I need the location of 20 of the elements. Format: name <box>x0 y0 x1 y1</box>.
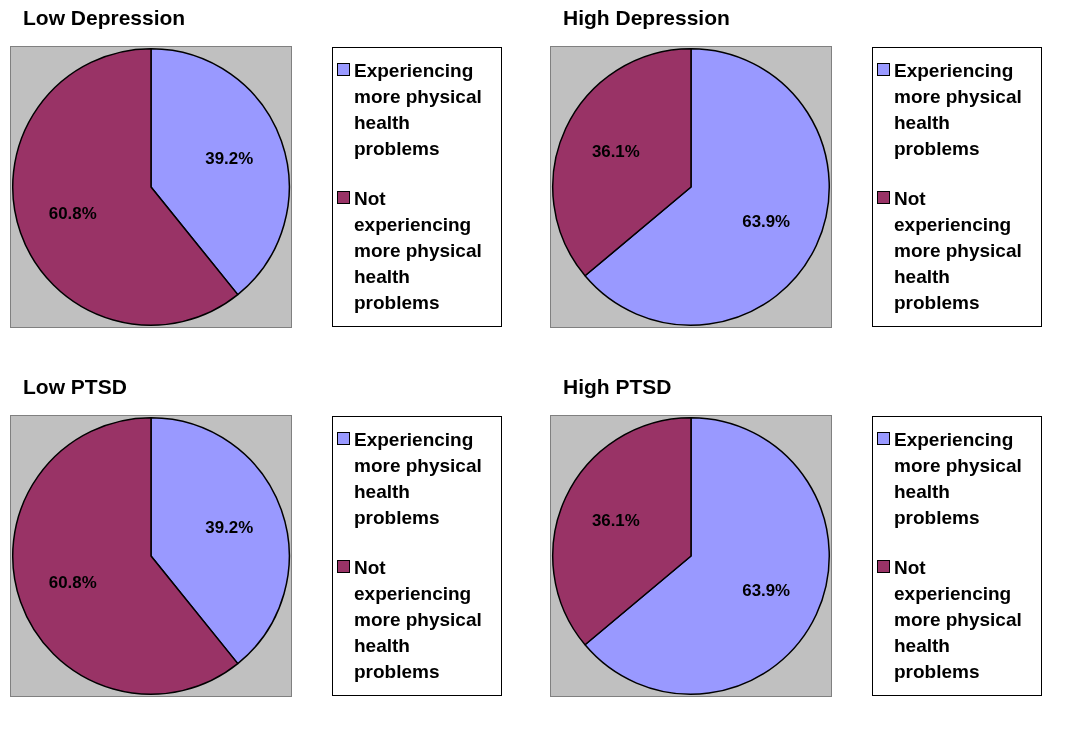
data-label: 60.8% <box>48 573 97 593</box>
legend-label: Experiencing more physical health problems <box>354 59 483 161</box>
legend-label: Not experiencing more physical health problems <box>354 556 483 684</box>
chart-title: Low Depression <box>23 6 187 31</box>
data-label: 60.8% <box>48 204 97 224</box>
legend-label: Experiencing more physical health problems <box>894 428 1023 530</box>
data-label: 36.1% <box>591 141 640 161</box>
legend-label: Experiencing more physical health problems <box>354 428 483 530</box>
legend-label: Not experiencing more physical health problems <box>894 187 1023 315</box>
chart-title: High Depression <box>563 6 731 31</box>
chart-title: High PTSD <box>563 375 673 400</box>
legend-label: Experiencing more physical health problems <box>894 59 1023 161</box>
data-label: 63.9% <box>742 580 791 600</box>
legend-label: Not experiencing more physical health problems <box>894 556 1023 684</box>
legend-label: Not experiencing more physical health problems <box>354 187 483 315</box>
data-label: 63.9% <box>742 211 791 231</box>
data-label: 39.2% <box>205 149 254 169</box>
data-label: 39.2% <box>205 518 254 538</box>
chart-title: Low PTSD <box>23 375 128 400</box>
data-label: 36.1% <box>591 510 640 530</box>
